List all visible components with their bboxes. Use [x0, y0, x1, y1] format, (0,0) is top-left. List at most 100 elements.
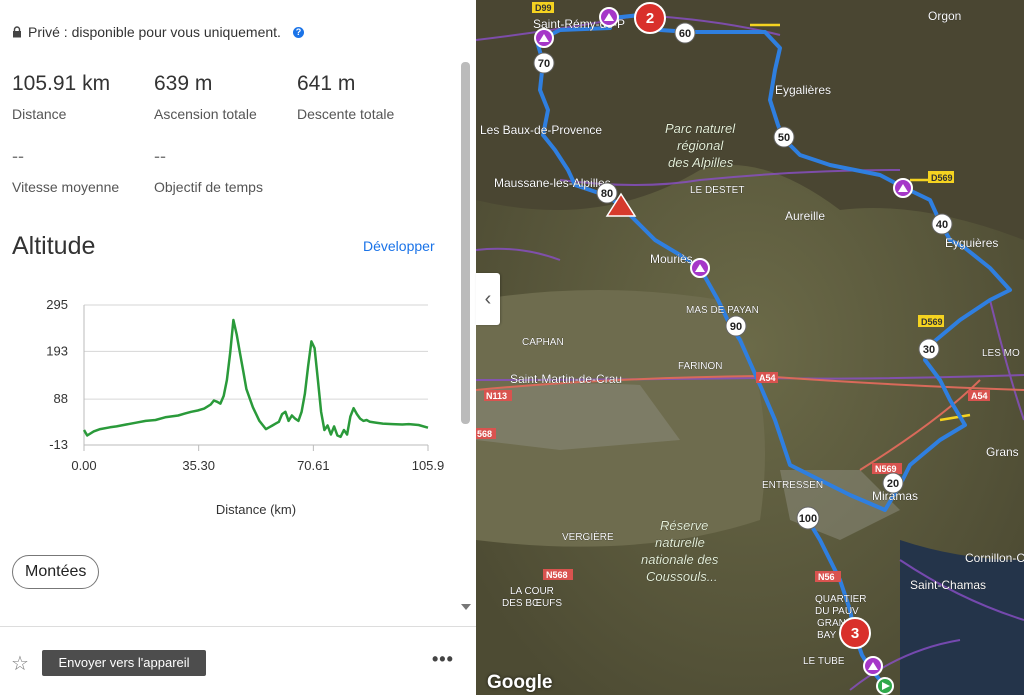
avg-speed-label: Vitesse moyenne [12, 179, 120, 195]
label-parc-3: des Alpilles [668, 155, 734, 170]
label-reserve-4: Coussouls... [646, 569, 718, 584]
y-tick-label: 295 [46, 297, 68, 312]
climb-markers [534, 7, 913, 695]
more-options-icon[interactable]: ••• [432, 649, 454, 669]
road-shield [918, 315, 944, 327]
km-label-60: 60 [679, 28, 691, 40]
google-logo: Google [487, 672, 553, 693]
label-quartier-1: QUARTIER [815, 594, 867, 605]
label-maussane: Maussane-les-Alpilles [494, 176, 611, 190]
expand-link[interactable]: Développer [363, 238, 435, 254]
scrollbar-thumb[interactable] [461, 62, 470, 424]
cluster-label-2: 2 [646, 10, 654, 27]
mountain-icon [868, 662, 878, 670]
km-label-70: 70 [538, 58, 550, 70]
km-label-20: 20 [887, 478, 899, 490]
y-tick-label: 193 [46, 343, 68, 358]
x-tick-label: 35.30 [182, 458, 215, 473]
km-label-50: 50 [778, 132, 790, 144]
label-eyguieres: Eyguières [945, 236, 998, 250]
km-marker-30[interactable] [918, 338, 940, 360]
panel-scrollbar[interactable] [458, 0, 474, 622]
label-reserve-3: nationale des [641, 552, 719, 567]
road-shield [484, 390, 512, 401]
km-marker-50[interactable] [773, 126, 795, 148]
km-marker-90[interactable] [725, 315, 747, 337]
cluster-marker-3[interactable] [839, 617, 871, 649]
road-shield [928, 171, 954, 183]
partial-link[interactable]: ▬▬▬▬ ▬▬▬▬▬ [12, 614, 133, 622]
road-shield-label: N568 [546, 570, 568, 580]
distance-label: Distance [12, 106, 67, 122]
km-marker-70[interactable] [533, 52, 555, 74]
road-shields: D99 D569 D569 A54 A54 N113 568 N568 N569… [476, 2, 990, 582]
road-shield-label: N569 [875, 464, 897, 474]
panel-footer: ☆ Envoyer vers l'appareil ••• [0, 626, 476, 695]
road-shield [476, 428, 496, 439]
km-marker-40[interactable] [931, 213, 953, 235]
cluster-markers: 2 3 [634, 2, 871, 649]
avg-speed-stat: -- Vitesse moyenne [12, 146, 119, 195]
km-label-30: 30 [923, 344, 935, 356]
time-goal-stat: -- Objectif de temps [154, 146, 263, 195]
km-marker-100[interactable] [796, 506, 820, 530]
map-view[interactable]: Saint-Rémy-de-P Orgon Eygalières Les Bau… [476, 0, 1024, 695]
lock-icon [13, 26, 21, 38]
road-shield [968, 390, 990, 401]
mountain-icon [898, 184, 908, 192]
label-mouries: Mouriès [650, 252, 693, 266]
avg-speed-value: -- [12, 146, 24, 166]
label-miramas: Miramas [872, 489, 918, 503]
road-shield-label: D569 [931, 173, 953, 183]
collapse-panel-button[interactable]: ‹ [476, 273, 500, 325]
scroll-down-icon[interactable] [461, 604, 471, 610]
km-marker-60[interactable] [674, 22, 696, 44]
star-icon[interactable]: ☆ [11, 653, 29, 675]
privacy-notice: Privé : disponible pour vous uniquement.… [12, 24, 304, 40]
label-quartier-3: GRAN [817, 618, 846, 629]
label-le-tube: LE TUBE [803, 656, 845, 667]
mountain-icon [539, 34, 549, 42]
cluster-label-3: 3 [851, 625, 859, 642]
road-shield-label: N56 [818, 572, 835, 582]
ascent-label: Ascension totale [154, 106, 257, 122]
warning-marker-icon[interactable] [605, 192, 637, 217]
label-caphan: CAPHAN [522, 337, 564, 348]
send-to-device-button[interactable]: Envoyer vers l'appareil [42, 650, 206, 676]
distance-stat: 105.91 km Distance [12, 72, 110, 122]
road-shield-label: N113 [486, 391, 507, 401]
road-shield [756, 372, 778, 383]
label-aureille: Aureille [785, 209, 825, 223]
label-les-baux: Les Baux-de-Provence [480, 123, 602, 137]
cluster-marker-2[interactable] [634, 2, 666, 34]
road-shield [532, 2, 554, 13]
y-tick-label: -13 [49, 437, 68, 452]
climbs-button[interactable]: Montées [12, 555, 100, 589]
label-saint-chamas: Saint-Chamas [910, 578, 986, 592]
distance-markers: 60 70 50 40 30 20 90 100 80 [533, 22, 953, 530]
ascent-stat: 639 m Ascension totale [154, 72, 257, 122]
map-canvas[interactable]: Saint-Rémy-de-P Orgon Eygalières Les Bau… [476, 0, 1024, 695]
label-vergiere: VERGIÈRE [562, 530, 614, 543]
km-label-40: 40 [936, 219, 948, 231]
label-reserve-1: Réserve [660, 518, 708, 533]
label-eygalieres: Eygalières [775, 83, 831, 97]
route-details-panel: Privé : disponible pour vous uniquement.… [0, 0, 476, 695]
road-shield [815, 571, 841, 582]
ascent-value: 639 m [154, 72, 213, 95]
descent-label: Descente totale [297, 106, 395, 122]
help-icon[interactable]: ? [292, 26, 304, 38]
km-marker-20[interactable] [882, 472, 904, 494]
label-parc-2: régional [677, 138, 724, 153]
road-shield [543, 569, 573, 580]
label-la-cour-2: DES BŒUFS [502, 598, 562, 609]
x-tick-label: 105.9 [412, 458, 445, 473]
road-shield [872, 463, 902, 474]
label-entressen: ENTRESSEN [762, 480, 823, 491]
road-shield-label: A54 [759, 373, 776, 383]
km-marker-80[interactable] [596, 182, 618, 204]
label-mas-payan: MAS DE PAYAN [686, 305, 759, 316]
label-les-mo: LES MO [982, 348, 1020, 359]
km-label-90: 90 [730, 321, 742, 333]
label-reserve-2: naturelle [655, 535, 705, 550]
